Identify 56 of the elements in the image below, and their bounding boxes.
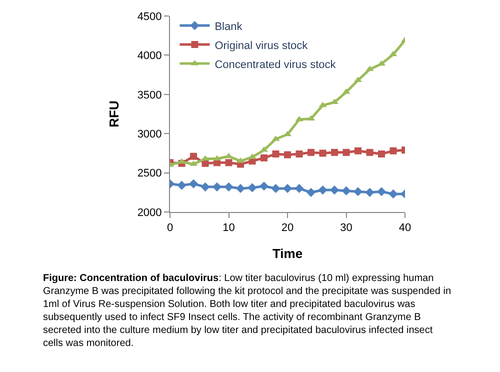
x-tick-label: 20 [281, 222, 294, 234]
y-tick-label: 3000 [137, 128, 162, 140]
point [318, 186, 328, 195]
point [388, 189, 398, 199]
legend-label: Original virus stock [214, 40, 308, 52]
point [306, 188, 316, 197]
point [353, 187, 363, 196]
point [366, 66, 374, 72]
point [202, 160, 209, 167]
text: Figure: Concentration of baculovirus: Low titer baculovirus (10 ml) expressing human Granzyme B was precipitated following the kit protocol and the precipitate was suspended in 1ml of Virus Re-suspension Solution. Both low titer and precipitated baculovirus was subsequently used to infect SF9 Insect cells. The activity of recombinant Granzyme B secreted into the culture medium by low titer and precipitated baculovirus infected insect cells was monitored. [43, 273, 452, 349]
point [319, 150, 326, 157]
point [389, 50, 398, 56]
x-tick-label: 40 [398, 222, 412, 234]
y-tick-label: 2000 [137, 206, 162, 219]
point [272, 150, 280, 158]
point [376, 187, 386, 196]
x-axis-title: Time [272, 246, 303, 261]
x-tick-label: 10 [222, 222, 235, 234]
point [271, 184, 280, 194]
point [318, 102, 327, 108]
point [282, 184, 292, 194]
point [342, 148, 350, 156]
x-tick-label: 30 [340, 222, 352, 234]
point [294, 184, 304, 194]
point [248, 183, 257, 192]
y-tick-label: 2500 [137, 168, 162, 180]
y-axis-title: RFU [106, 100, 122, 128]
point [354, 147, 362, 154]
point [330, 186, 340, 195]
point [188, 179, 198, 188]
legend-label: Blank [214, 20, 243, 33]
y-tick-label: 4000 [137, 50, 162, 62]
point [177, 180, 186, 190]
y-tick-label: 3500 [137, 89, 162, 102]
point [284, 151, 291, 158]
point [390, 147, 397, 154]
point [236, 184, 246, 194]
point [212, 182, 222, 192]
point [342, 186, 351, 196]
point [366, 148, 374, 156]
y-tick-label: 4500 [137, 10, 162, 23]
point [259, 182, 269, 191]
point [378, 150, 385, 158]
point [260, 154, 268, 162]
point [365, 188, 374, 197]
x-tick-label: 0 [166, 222, 174, 234]
point [308, 148, 314, 156]
point [200, 182, 210, 192]
point [331, 148, 338, 156]
legend-label: Concentrated virus stock [214, 58, 336, 71]
point [178, 158, 186, 164]
point [190, 152, 197, 160]
point [225, 159, 232, 166]
point [295, 116, 304, 122]
point [296, 150, 303, 158]
point [224, 182, 234, 192]
